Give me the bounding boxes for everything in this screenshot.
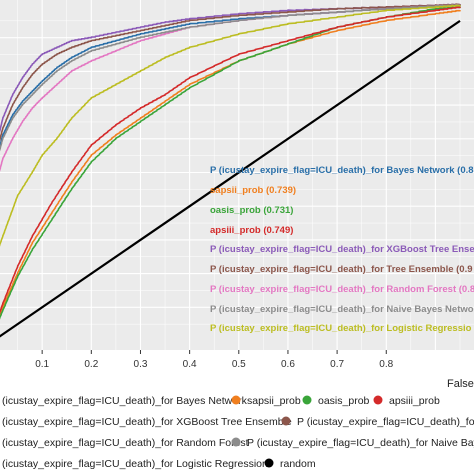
curve-label: apsiii_prob (0.749) — [210, 225, 293, 236]
legend-swatch — [231, 437, 241, 447]
legend-swatch — [302, 395, 312, 405]
curve-label: P (icustay_expire_flag=ICU_death)_for Na… — [210, 304, 474, 315]
legend-label: oasis_prob — [318, 395, 370, 407]
curve-label: sapsii_prob (0.739) — [210, 185, 296, 196]
roc-curve-5 — [0, 3, 461, 142]
roc-curve-7 — [0, 4, 461, 152]
legend-swatch — [281, 416, 291, 426]
legend-swatch — [264, 458, 274, 468]
legend-label: random — [280, 458, 316, 470]
legend-label: sapsii_prob — [247, 395, 301, 407]
x-tick-label: 0.8 — [379, 359, 393, 370]
curve-label: P (icustay_expire_flag=ICU_death)_for Lo… — [210, 323, 472, 334]
legend-label: (icustay_expire_flag=ICU_death)_for Baye… — [2, 395, 248, 407]
legend-swatch — [373, 395, 383, 405]
curve-label: P (icustay_expire_flag=ICU_death)_for Ra… — [210, 284, 474, 295]
x-axis-ticks: 0.1 0.2 0.3 0.4 0.5 0.6 0.7 0.8 — [35, 350, 394, 370]
legend-label: (icustay_expire_flag=ICU_death)_for Rand… — [2, 437, 249, 449]
legend-label: apsiii_prob — [389, 395, 440, 407]
curve-label: P (icustay_expire_flag=ICU_death)_for XG… — [210, 244, 474, 255]
roc-curve-8 — [0, 4, 461, 247]
legend-label: (icustay_expire_flag=ICU_death)_for Logi… — [2, 458, 268, 470]
roc-curve-3 — [0, 6, 461, 314]
legend-label: P (icustay_expire_flag=ICU_death)_for Na… — [247, 437, 474, 449]
x-tick-label: 0.5 — [232, 359, 246, 370]
legend-label: P (icustay_expire_flag=ICU_death)_for Tr… — [297, 416, 474, 428]
curve-label: P (icustay_expire_flag=ICU_death)_for Tr… — [210, 264, 473, 275]
x-tick-label: 0.7 — [330, 359, 344, 370]
curve-labels: P (icustay_expire_flag=ICU_death)_for Ba… — [210, 165, 474, 334]
legend-swatch — [231, 395, 241, 405]
x-tick-label: 0.3 — [134, 359, 148, 370]
roc-curve-1 — [0, 9, 461, 318]
legend: (icustay_expire_flag=ICU_death)_for Baye… — [2, 395, 474, 470]
roc-curve-random — [0, 19, 461, 338]
x-tick-label: 0.6 — [281, 359, 295, 370]
curve-label: P (icustay_expire_flag=ICU_death)_for Ba… — [210, 165, 474, 176]
x-tick-label: 0.4 — [183, 359, 197, 370]
x-tick-label: 0.1 — [35, 359, 49, 370]
legend-label: (icustay_expire_flag=ICU_death)_for XGBo… — [2, 416, 292, 428]
curve-label: oasis_prob (0.731) — [210, 205, 293, 216]
x-tick-label: 0.2 — [84, 359, 98, 370]
grid — [0, 0, 474, 350]
x-axis-title: False — [447, 378, 474, 390]
roc-curves — [0, 3, 461, 338]
